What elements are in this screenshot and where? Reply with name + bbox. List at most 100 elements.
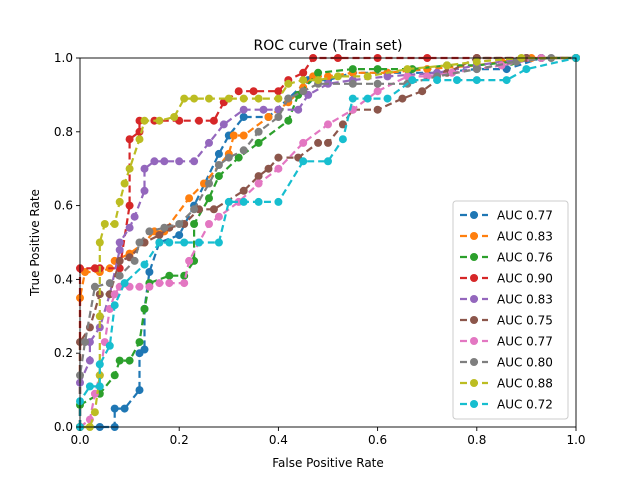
data-point xyxy=(363,94,372,103)
data-point xyxy=(348,65,357,74)
data-point xyxy=(190,220,199,228)
data-point xyxy=(110,301,119,310)
data-point xyxy=(408,76,417,85)
legend-label: AUC 0.77 xyxy=(497,335,553,349)
data-point xyxy=(274,94,283,103)
data-point xyxy=(135,282,144,291)
data-point xyxy=(175,157,184,166)
legend-marker xyxy=(470,211,478,219)
legend-marker xyxy=(470,232,478,240)
data-point xyxy=(130,212,139,221)
data-point xyxy=(448,68,456,77)
data-point xyxy=(185,194,194,203)
x-tick-label: 0.2 xyxy=(170,433,189,447)
data-point xyxy=(110,290,119,299)
data-point xyxy=(338,135,347,144)
data-point xyxy=(95,360,104,369)
data-point xyxy=(120,279,129,288)
data-point xyxy=(190,205,199,214)
data-point xyxy=(155,279,164,288)
y-tick-label: 0.2 xyxy=(54,346,73,360)
data-point xyxy=(264,113,273,121)
data-point xyxy=(274,153,283,162)
data-point xyxy=(314,76,323,85)
legend-box xyxy=(452,200,569,420)
data-point xyxy=(254,138,263,147)
data-point xyxy=(433,76,442,85)
legend-label: AUC 0.75 xyxy=(497,314,553,328)
data-point xyxy=(135,238,144,247)
data-point xyxy=(502,76,511,85)
data-point xyxy=(214,161,223,169)
legend-marker xyxy=(470,358,478,366)
data-point xyxy=(324,157,332,166)
data-point xyxy=(472,76,481,85)
data-point xyxy=(363,72,372,81)
data-point xyxy=(115,238,124,247)
series-line xyxy=(78,56,576,427)
data-point xyxy=(214,172,223,181)
legend-label: AUC 0.77 xyxy=(497,209,553,223)
data-point xyxy=(180,279,189,288)
data-point xyxy=(195,116,203,125)
data-point xyxy=(125,201,134,210)
data-point xyxy=(314,138,323,147)
data-point xyxy=(284,79,293,88)
data-point xyxy=(180,94,189,103)
data-point xyxy=(324,138,332,147)
data-point xyxy=(348,79,357,88)
data-point xyxy=(209,116,218,125)
data-point xyxy=(403,65,412,74)
data-point xyxy=(254,179,263,188)
data-point xyxy=(472,57,481,66)
data-point xyxy=(165,238,174,247)
data-point xyxy=(264,164,273,173)
data-point xyxy=(125,135,134,144)
data-point xyxy=(110,220,119,228)
data-point xyxy=(239,197,248,206)
data-point xyxy=(209,205,218,214)
data-point xyxy=(229,131,238,140)
data-point xyxy=(284,94,293,103)
data-point xyxy=(373,105,382,114)
data-point xyxy=(299,157,308,166)
data-point xyxy=(214,238,223,247)
data-point xyxy=(294,105,303,114)
data-point xyxy=(254,94,263,103)
data-point xyxy=(254,197,263,206)
axes-frame xyxy=(79,57,577,428)
data-point xyxy=(90,408,99,417)
data-point xyxy=(125,223,134,232)
data-point xyxy=(100,220,109,228)
legend-entry: AUC 0.80 xyxy=(460,356,553,370)
data-point xyxy=(239,131,248,140)
legend-marker xyxy=(470,253,478,261)
data-point xyxy=(115,271,124,280)
y-tick-label: 0.4 xyxy=(54,272,73,286)
data-point xyxy=(105,341,114,350)
data-point xyxy=(150,157,159,166)
legend-label: AUC 0.72 xyxy=(497,398,553,412)
data-point xyxy=(333,72,342,81)
series-line xyxy=(80,56,576,429)
data-point xyxy=(472,65,481,74)
data-point xyxy=(120,404,129,413)
data-point xyxy=(95,371,104,380)
data-point xyxy=(95,312,104,321)
data-point xyxy=(239,186,248,195)
data-point xyxy=(95,238,104,247)
data-point xyxy=(299,68,308,77)
legend-entry: AUC 0.76 xyxy=(460,251,553,265)
data-point xyxy=(135,135,144,144)
legend-label: AUC 0.83 xyxy=(497,293,553,307)
data-point xyxy=(190,157,199,166)
x-tick-label: 0.0 xyxy=(70,433,89,447)
data-point xyxy=(274,87,283,96)
x-axis-label: False Positive Rate xyxy=(272,456,384,470)
data-point xyxy=(205,194,213,203)
legend-marker xyxy=(470,316,478,324)
data-point xyxy=(239,146,248,155)
data-point xyxy=(443,61,451,70)
data-point xyxy=(274,113,283,121)
